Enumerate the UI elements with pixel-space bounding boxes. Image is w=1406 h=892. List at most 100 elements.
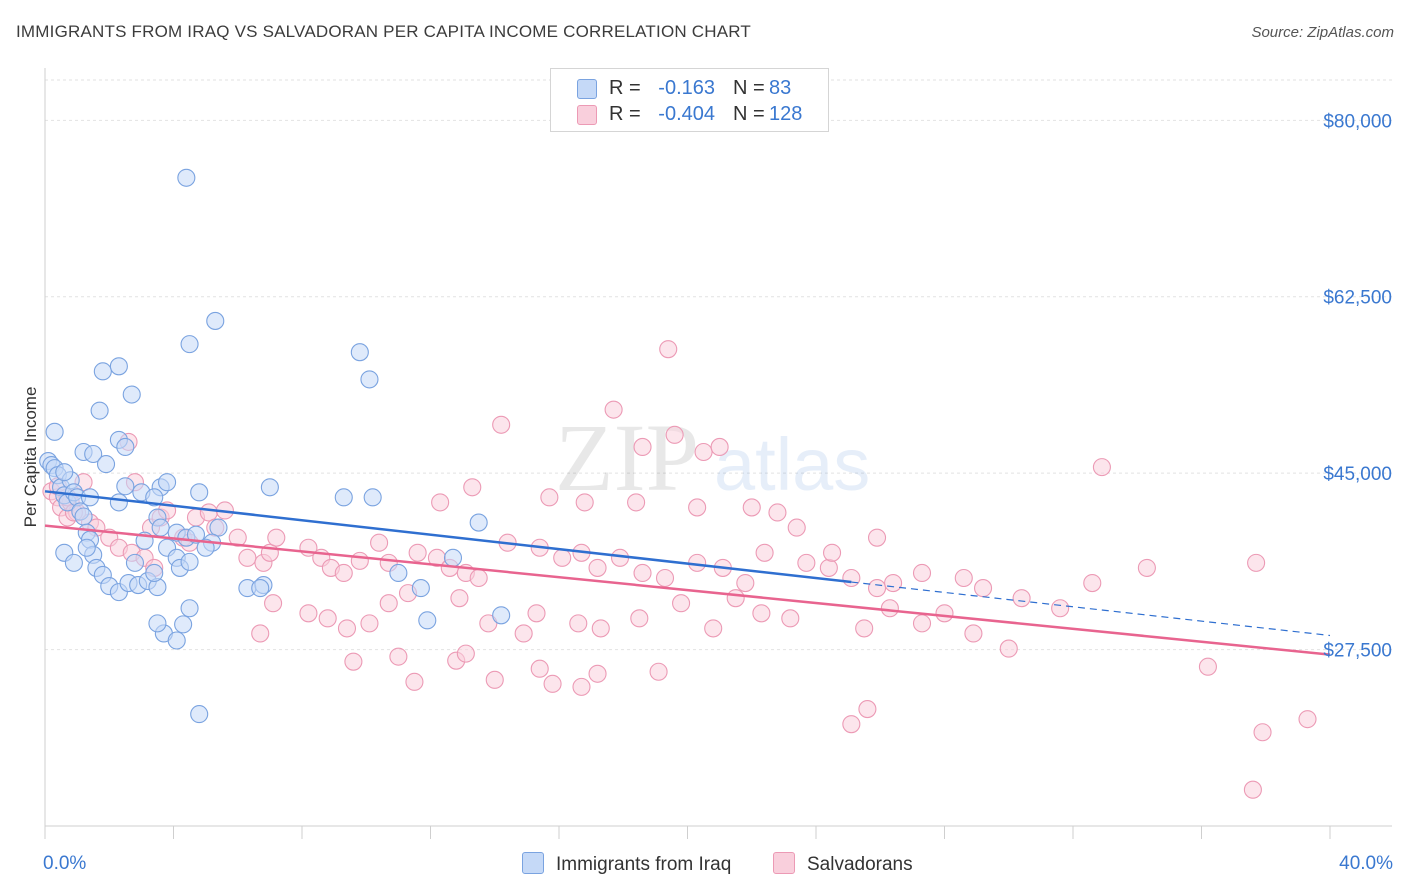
iraq-point [174,615,193,634]
legend-n-value-salvadorans: 128 [769,103,803,125]
iraq-point [260,478,279,497]
trend-lines [44,490,1331,656]
salvadoran-point [659,340,678,359]
salvadoran-point [819,558,838,577]
salvadoran-point [588,664,607,683]
salvadoran-point [530,659,549,678]
salvadoran-point [672,594,691,613]
salvadoran-point [781,609,800,628]
salvadoran-point [267,528,286,547]
iraq-point [196,538,215,557]
iraq-point [116,477,135,496]
source-label: Source: ZipAtlas.com [1251,24,1394,41]
iraq-point [145,488,164,507]
legend-swatch-salvadorans [577,105,597,125]
salvadoran-point [855,619,874,638]
salvadoran-point [450,589,469,608]
iraq-point [116,437,135,457]
iraq-point [167,631,186,650]
salvadoran-point [912,614,932,633]
iraq-trend-line [44,490,852,584]
salvadoran-point [485,670,504,689]
iraq-point [389,563,408,583]
salvadoran-point [264,594,283,613]
salvadoran-point [964,624,983,643]
salvadoran-point [569,614,588,633]
legend-r-label: R = [609,77,641,99]
salvadoran-point [627,493,646,512]
salvadoran-point [543,674,562,693]
salvadoran-point [527,604,546,623]
salvadoran-point [742,498,761,517]
series-swatch-iraq [522,852,544,874]
salvadoran-point [736,573,755,593]
legend-n-label: N = [733,103,765,125]
correlation-legend: R = -0.163 N = 83 R = -0.404 N = 128 [550,68,829,132]
salvadoran-point [251,624,270,643]
salvadoran-point [752,604,771,623]
iraq-trend-extension [851,581,1331,637]
salvadoran-point [463,478,482,497]
iraq-point [145,563,164,583]
iraq-point [109,357,128,376]
salvadoran-point [823,543,842,562]
salvadoran-point [1253,723,1272,742]
salvadoran-point [572,677,591,696]
salvadoran-point [633,437,652,457]
y-axis-label: Per Capita Income [21,387,40,528]
legend-swatch-iraq [577,79,597,99]
salvadoran-point [360,614,379,633]
salvadoran-point [492,415,511,434]
iraq-point [55,463,74,482]
salvadoran-point [755,543,774,562]
series-label-iraq: Immigrants from Iraq [556,854,732,875]
iraq-point [469,513,488,532]
salvadoran-point [514,624,533,643]
salvadoran-point [540,488,559,507]
salvadoran-point [318,609,337,628]
salvadoran-point [199,503,218,522]
salvadoran-trend-line [44,524,1331,656]
salvadoran-point [344,652,363,671]
iraq-point [411,579,430,598]
iraq-point [122,385,141,404]
x-tick-label: 0.0% [43,853,86,874]
salvadoran-point [694,442,713,462]
watermark: ZIP atlas [555,404,870,511]
iraq-point [190,483,209,502]
salvadoran-point [1051,599,1070,618]
salvadoran-point [238,548,257,567]
salvadoran-point [1298,710,1317,729]
iraq-point [334,488,353,507]
salvadoran-point [858,700,877,719]
salvadoran-point [633,563,652,583]
salvadoran-point [973,579,993,598]
iraq-point [350,343,369,362]
salvadoran-point [379,594,398,613]
salvadoran-point [768,503,787,522]
salvadoran-point [630,609,649,628]
salvadoran-point [456,644,475,663]
salvadoran-point [405,672,424,691]
iraq-point [96,455,116,474]
iraq-point [180,335,199,354]
salvadoran-point [350,551,369,570]
iraq-point [77,538,96,557]
salvadoran-point [299,604,318,623]
series-label-salvadorans: Salvadorans [807,854,913,875]
salvadoran-point [880,599,899,618]
y-tick-label: $45,000 [1323,464,1392,485]
watermark-atlas: atlas [714,423,870,506]
salvadoran-point [1243,780,1262,799]
salvadoran-point [655,568,675,588]
salvadoran-point [553,548,572,567]
salvadoran-point [1198,657,1217,676]
watermark-zip: ZIP [555,404,699,511]
iraq-point [177,168,196,187]
salvadoran-point [1012,589,1031,608]
iraq-point [190,705,209,724]
iraq-point [109,493,128,512]
iraq-point [74,507,93,526]
salvadoran-point [408,543,427,562]
